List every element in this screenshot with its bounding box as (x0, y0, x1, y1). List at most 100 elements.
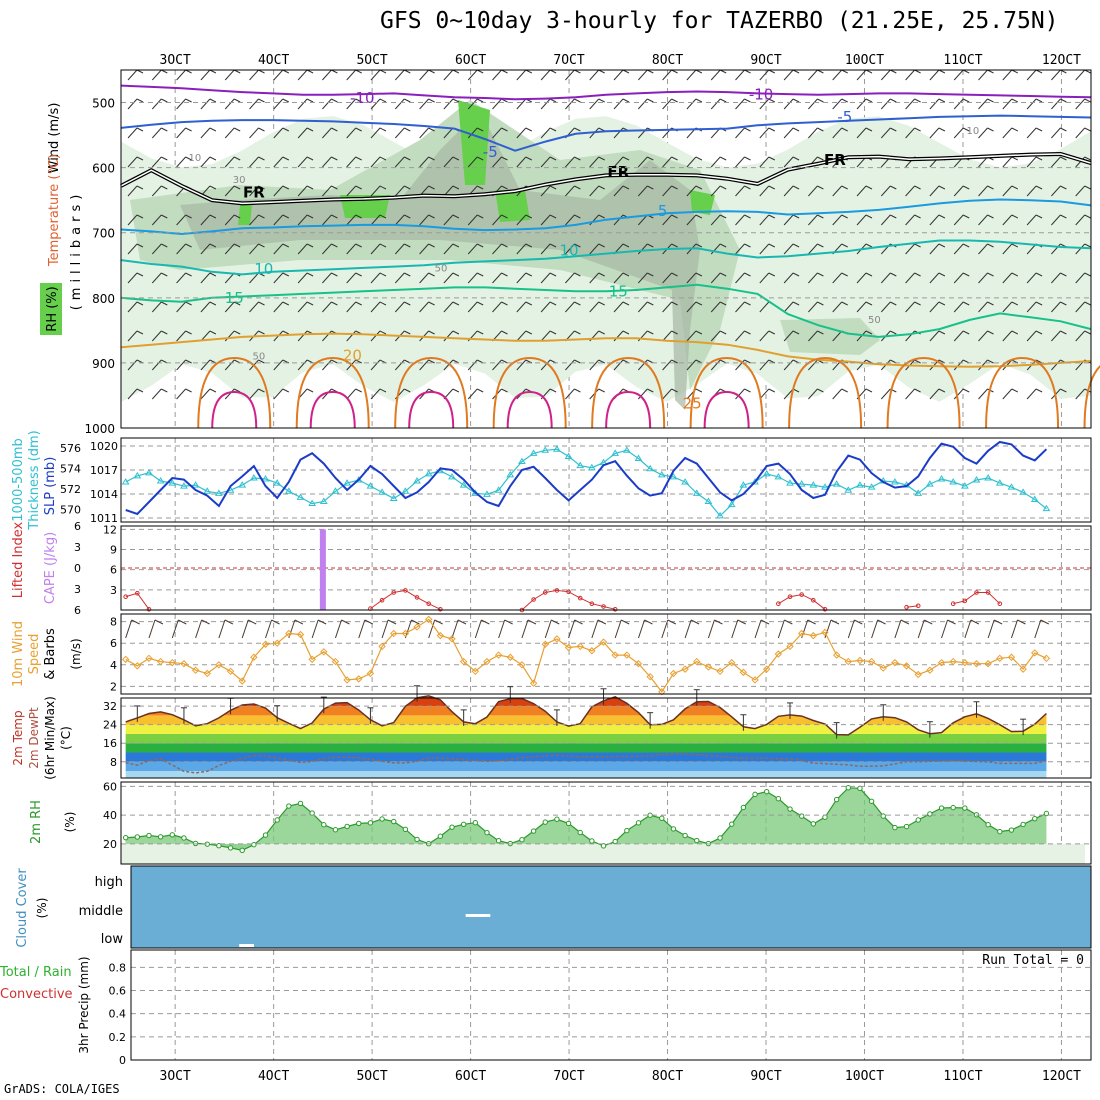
wind-barb (856, 272, 867, 284)
wind-barb (492, 301, 502, 313)
y-tick-label-pressure: 600 (92, 162, 115, 176)
wind-barb (428, 127, 435, 132)
wind-barb (1075, 243, 1086, 255)
wind-barb (476, 243, 484, 248)
thickness-point (448, 472, 456, 480)
wind-barb (987, 127, 994, 132)
wind-barb (938, 127, 946, 132)
wind10-speed-line (125, 618, 1047, 693)
wind10-point (1042, 654, 1051, 663)
wind10-point (261, 640, 270, 648)
wind-barb (759, 185, 770, 197)
li-point (426, 601, 431, 607)
wind-barb (209, 388, 217, 393)
wind-barb (637, 243, 648, 255)
wind-barb (516, 98, 527, 110)
wind-barb (565, 214, 575, 226)
wind-barb (151, 301, 162, 313)
wind-barb (127, 388, 138, 400)
wind10-point (949, 657, 957, 666)
wind10-barb (457, 619, 467, 625)
wind-barb (622, 243, 630, 248)
wind-barb (808, 98, 818, 110)
wind-barb (914, 214, 921, 219)
wind-barb (224, 98, 235, 110)
wind-barb (525, 127, 533, 132)
wind10-point (121, 655, 130, 664)
wind10-barb (614, 619, 622, 639)
y-tick-label-pressure: 900 (92, 357, 115, 371)
ylabel-slp: SLP (mb) (43, 457, 58, 516)
wind-barb (865, 388, 873, 393)
thickness-point (156, 477, 165, 484)
wind-barb (719, 301, 727, 306)
wind-barb (467, 243, 478, 255)
wind-barb (719, 185, 727, 190)
wind-barb (865, 301, 873, 306)
wind10-barb (527, 619, 537, 625)
wind10-point (506, 653, 514, 661)
wind-barb (759, 272, 770, 284)
wind-barb (671, 156, 678, 161)
wind-barb (914, 185, 921, 190)
wind-barb (492, 98, 502, 110)
wind-barb (282, 388, 290, 393)
wind-barb (574, 330, 581, 335)
contour-label: 10 (966, 126, 979, 137)
wind-barb (978, 243, 988, 255)
wind10-barb (661, 619, 669, 639)
wind-barb (1011, 98, 1019, 103)
wind-barb (200, 388, 211, 400)
wind-barb (817, 388, 824, 393)
rh2m-point (624, 827, 630, 834)
thickness-point (739, 481, 748, 488)
wind10-point (832, 651, 841, 659)
wind-barb (273, 301, 284, 313)
wind-barb (637, 272, 648, 284)
wind10-point (448, 635, 456, 643)
rh2m-point (892, 824, 898, 831)
wind-barb (346, 301, 357, 313)
wind10-point (961, 658, 969, 667)
rh2m-point (262, 832, 269, 838)
rh2m-point (752, 791, 758, 798)
ylabel-cloud: Cloud Cover (15, 868, 30, 948)
wind-barb (880, 272, 891, 284)
wind-barb (379, 272, 387, 277)
wind-barb (394, 214, 405, 226)
wind-barb (151, 214, 162, 226)
wind-barb (161, 243, 168, 248)
thickness-point (483, 490, 491, 497)
wind10-barb (854, 619, 863, 625)
wind-barb (589, 272, 600, 284)
wind-barb (647, 98, 654, 103)
wind-barb (962, 214, 970, 219)
y-tick-label-precip: 0 (119, 1054, 126, 1067)
wind-barb (443, 98, 454, 110)
wind-barb (622, 185, 630, 190)
wind-barb (929, 272, 940, 284)
rh2m-point (740, 804, 747, 811)
ylabel-temperature: Temperature (°C) (47, 154, 62, 267)
wind-barb (258, 98, 265, 103)
wind-barb (880, 69, 891, 81)
wind-barb (282, 330, 290, 335)
y-tick-label-temp: 24 (103, 719, 117, 732)
wind-barb (549, 214, 557, 219)
wind-barb (297, 185, 308, 197)
wind-barb (598, 301, 605, 306)
y-tick-label-cape: 3 (110, 584, 117, 597)
wind-barb (297, 98, 308, 110)
wind-barb (987, 359, 994, 364)
cloud-level-label: low (101, 932, 124, 947)
wind-barb (865, 185, 873, 190)
wind-barb (525, 272, 533, 277)
wind-barb (914, 98, 921, 103)
wind-barb (370, 69, 381, 81)
wind10-point (156, 657, 165, 666)
wind-barb (841, 243, 848, 248)
wind-barb (151, 243, 162, 255)
wind-barb (953, 185, 964, 197)
wind-barb (574, 359, 581, 364)
wind-barb (273, 272, 284, 284)
